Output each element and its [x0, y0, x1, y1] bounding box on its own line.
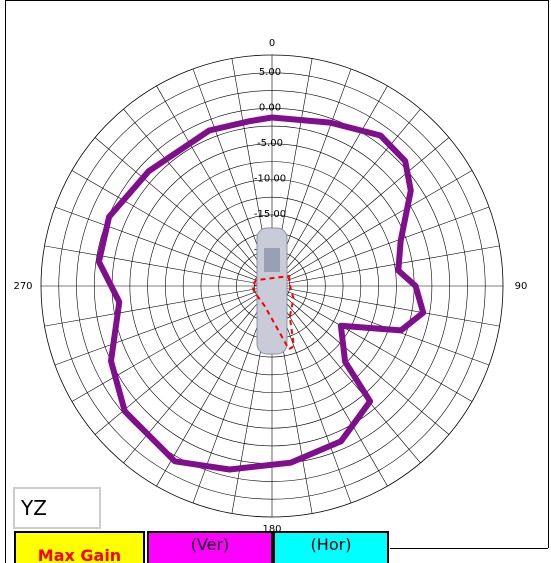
spoke — [272, 138, 449, 286]
spoke — [95, 138, 272, 286]
spoke — [45, 286, 272, 326]
legend-entry: (Hor) — [273, 531, 389, 563]
spoke — [95, 286, 272, 434]
spoke — [157, 86, 273, 286]
r-tick-label: 0.00 — [259, 102, 281, 113]
max-gain-label: Max Gain — [38, 546, 121, 563]
device-image — [257, 228, 287, 354]
spoke — [55, 207, 272, 286]
spoke — [55, 286, 272, 365]
plane-label: YZ — [21, 496, 47, 520]
chart: 5.000.00-5.00-10.00-15.00-20.00-25.00090… — [0, 0, 551, 563]
r-tick-label: 5.00 — [259, 67, 281, 78]
plane-box: YZ — [13, 487, 101, 529]
angle-tick-label: 90 — [515, 281, 528, 292]
angle-tick-label: 270 — [13, 281, 32, 292]
legend-entry: (Ver) — [147, 531, 273, 563]
spoke — [272, 171, 472, 287]
r-tick-label: -15.00 — [254, 209, 286, 220]
r-tick-label: -5.00 — [257, 138, 283, 149]
spoke — [272, 286, 472, 402]
spoke — [272, 286, 489, 365]
max-gain-cell: Max Gain — [14, 531, 145, 563]
spoke — [272, 286, 499, 326]
spoke — [72, 286, 272, 402]
spoke — [157, 286, 273, 486]
device-image — [264, 248, 280, 272]
r-tick-label: -10.00 — [254, 173, 286, 184]
angle-tick-label: 0 — [269, 38, 275, 49]
spoke — [45, 246, 272, 286]
spoke — [272, 86, 388, 286]
page: 5.000.00-5.00-10.00-15.00-20.00-25.00090… — [0, 0, 551, 563]
spoke — [272, 246, 499, 286]
spoke — [272, 286, 388, 486]
spoke — [272, 207, 489, 286]
